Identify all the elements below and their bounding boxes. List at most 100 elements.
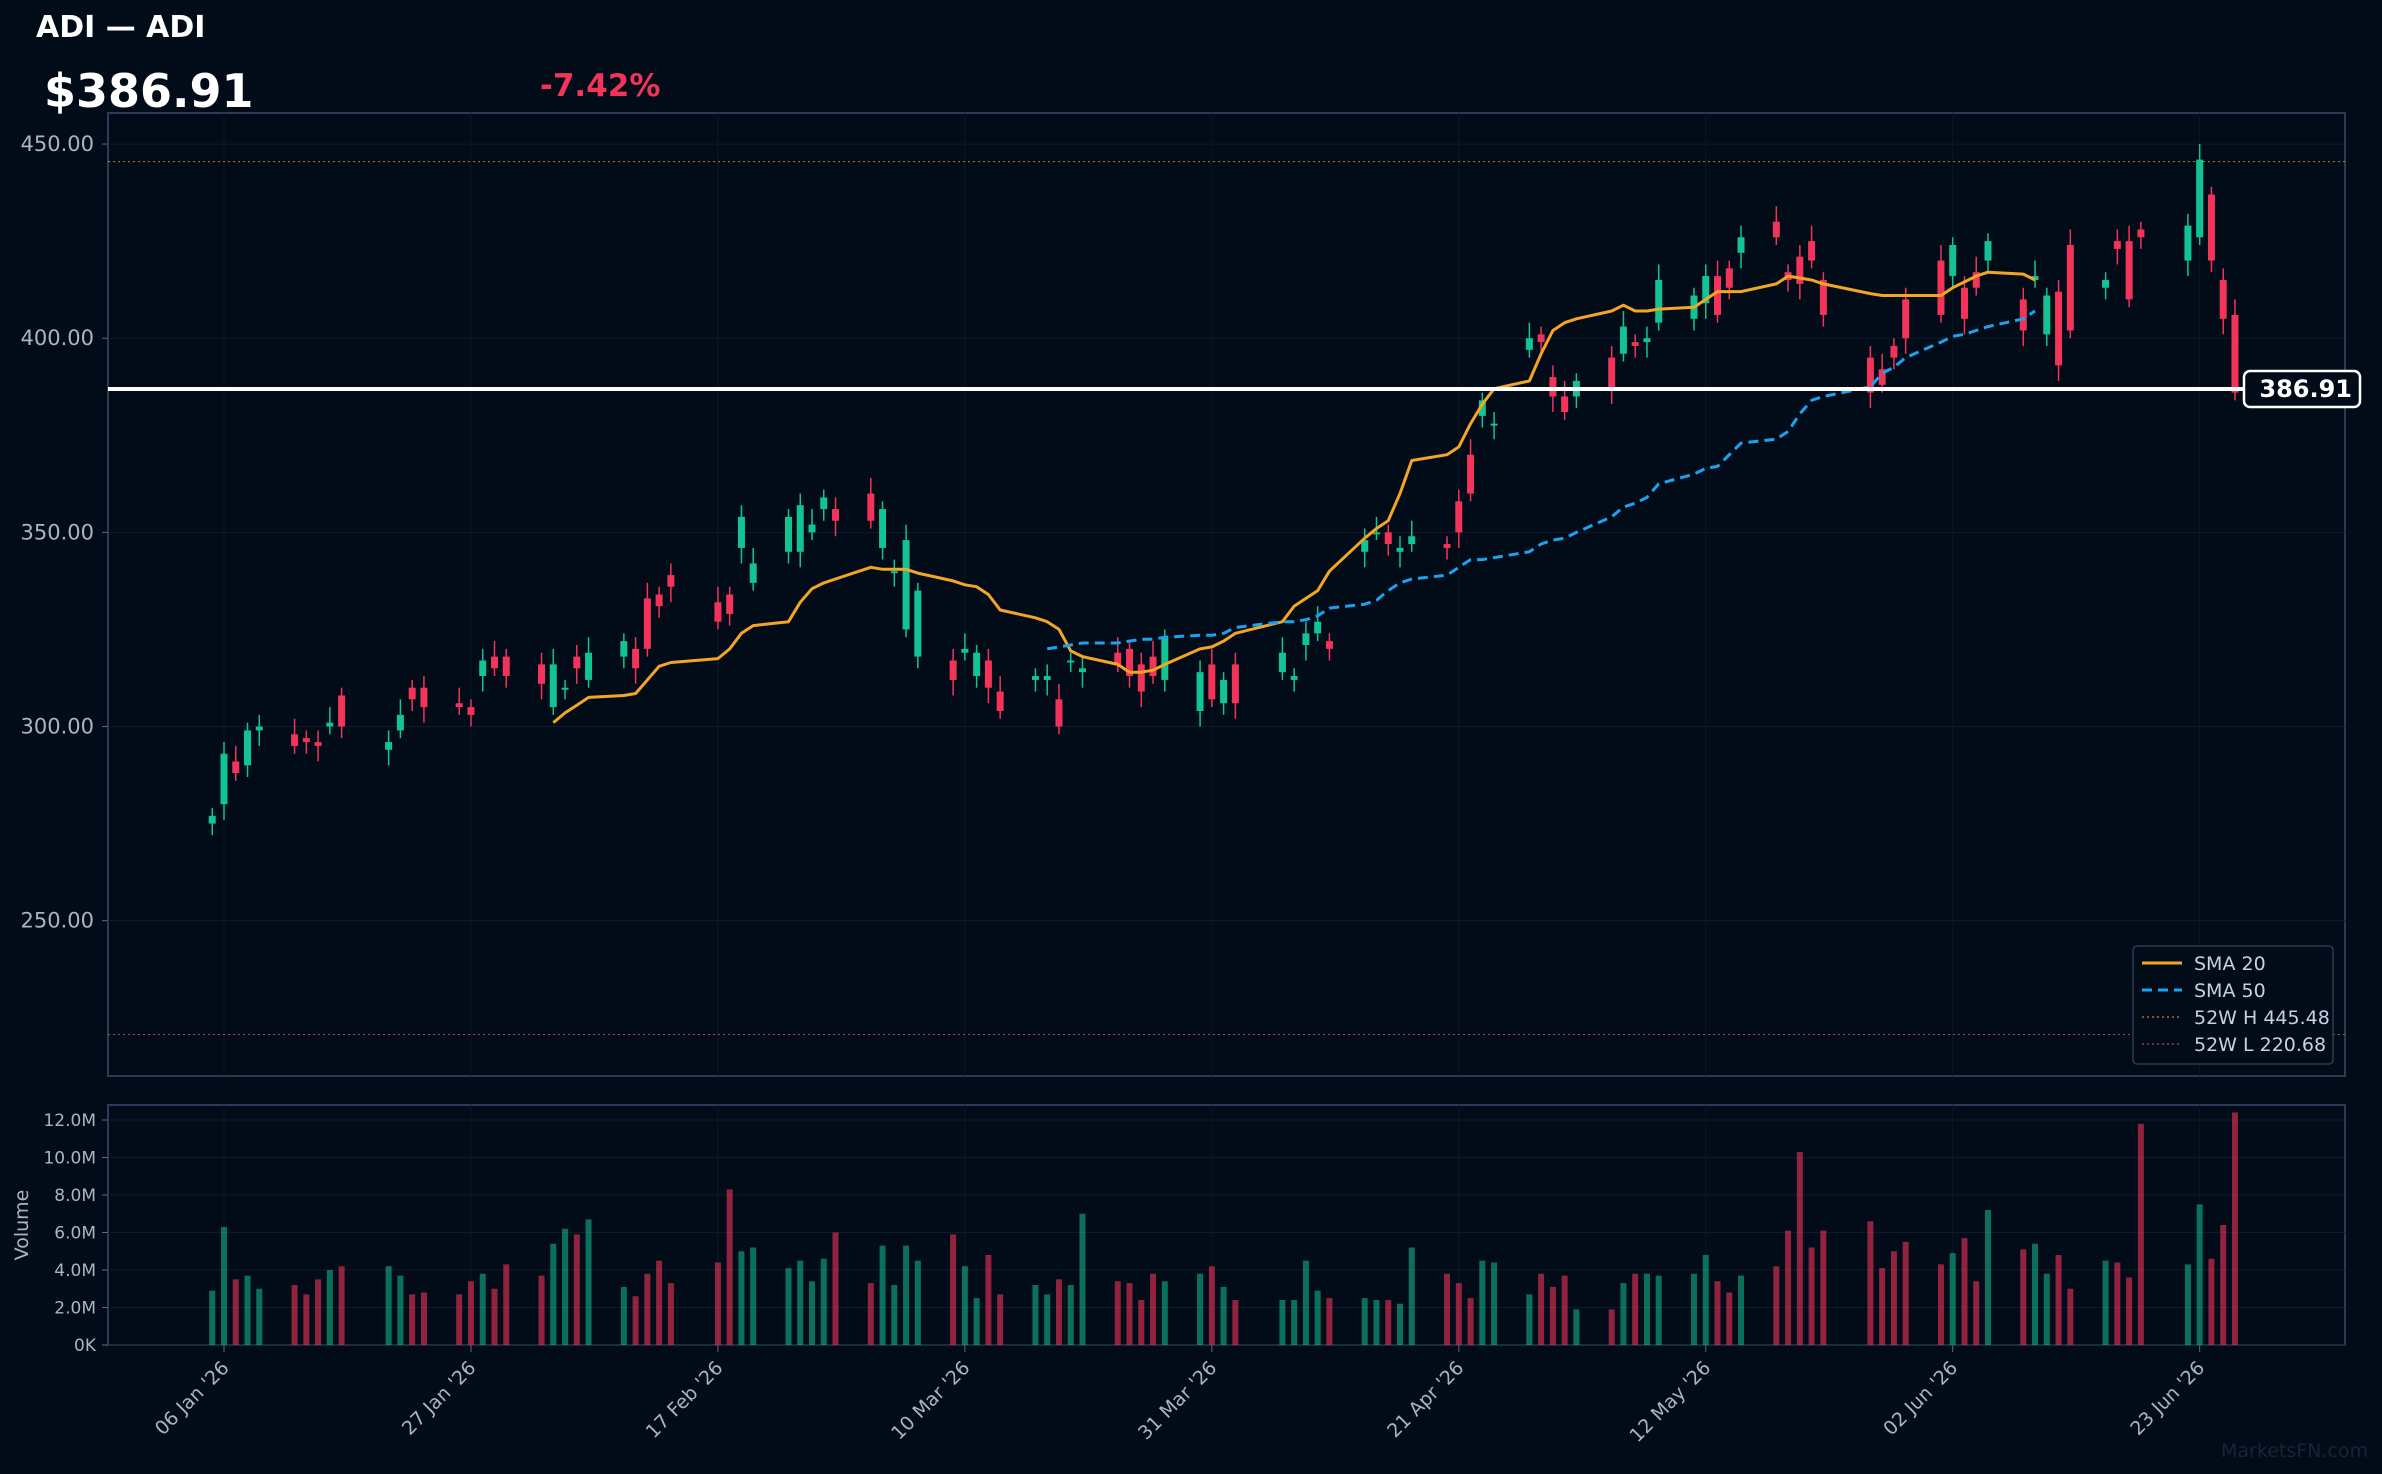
candle [1031, 668, 1039, 692]
price-tick-label: 400.00 [21, 326, 94, 350]
price-tick-label: 450.00 [21, 132, 94, 156]
candle-body [1384, 532, 1392, 545]
volume-bar [2220, 1225, 2227, 1345]
volume-tick-label: 4.0M [54, 1261, 96, 1281]
volume-bar [1867, 1221, 1874, 1345]
candle-body [1490, 423, 1498, 426]
candle [396, 699, 404, 739]
volume-bar [291, 1285, 298, 1345]
candle [1078, 656, 1086, 688]
candle-body [890, 571, 898, 574]
candle [2184, 213, 2192, 277]
candle-body [632, 648, 640, 669]
candle-body [396, 714, 404, 731]
candle-body [879, 509, 887, 548]
x-tick-label: 31 Mar '26 [1134, 1357, 1221, 1444]
volume-bar [961, 1266, 968, 1345]
volume-bar [338, 1266, 345, 1345]
candle [455, 687, 463, 715]
volume-bar [632, 1296, 639, 1345]
volume-bar [903, 1245, 910, 1345]
volume-bar [479, 1273, 486, 1345]
candle [1314, 606, 1322, 642]
candle [832, 497, 840, 537]
candle [949, 648, 957, 696]
volume-bar [1796, 1151, 1803, 1345]
candle [1161, 629, 1169, 692]
candle-body [1031, 676, 1039, 680]
candle [538, 652, 546, 700]
volume-bar [467, 1281, 474, 1345]
candle-body [1302, 633, 1310, 645]
candle [490, 641, 498, 677]
sma50-line [1046, 309, 2036, 651]
volume-bar [538, 1275, 545, 1345]
candle-body [1067, 660, 1075, 663]
candle [2102, 272, 2110, 300]
candle-body [2125, 241, 2133, 300]
candle [1408, 520, 1416, 552]
volume-bar [1373, 1300, 1380, 1345]
x-axis: 06 Jan '26 27 Jan '26 17 Feb '26 10 Mar '26… [151, 1345, 2209, 1447]
candle [808, 509, 816, 541]
volume-bar [2231, 1112, 2238, 1345]
candle [890, 559, 898, 587]
candle [502, 648, 510, 688]
volume-bar [221, 1226, 227, 1345]
volume-bar [2102, 1260, 2109, 1345]
volume-bar [1491, 1262, 1498, 1345]
watermark: MarketsFN.com [2221, 1440, 2368, 1462]
x-tick-label: 23 Jun '26 [2126, 1357, 2209, 1440]
volume-bar [2055, 1255, 2062, 1345]
candle-body [1149, 656, 1157, 677]
volume-bar [2114, 1262, 2121, 1345]
candle [1490, 411, 1498, 440]
candle-body [1725, 268, 1733, 288]
candle-body [1960, 287, 1968, 319]
candle-body [643, 598, 651, 649]
volume-bar [1573, 1309, 1580, 1345]
volume-bar [573, 1234, 580, 1345]
volume-bar [714, 1262, 721, 1345]
price-tick-label: 250.00 [21, 909, 94, 933]
volume-bar [1055, 1279, 1062, 1345]
price-gridlines [108, 113, 2345, 1076]
candle [996, 676, 1004, 719]
price-change-percent: -7.42% [540, 68, 661, 104]
candle-body [1525, 338, 1533, 350]
candle-body [1772, 221, 1780, 238]
x-tick-label: 10 Mar '26 [887, 1357, 974, 1444]
candle [1455, 489, 1463, 548]
candle [1325, 633, 1333, 661]
candle-body [573, 656, 581, 669]
candle [302, 730, 310, 754]
volume-tick-label: 12.0M [43, 1111, 96, 1131]
candle-body [1314, 621, 1322, 634]
volume-bar [1408, 1247, 1415, 1345]
candle [1643, 326, 1651, 358]
candle [1278, 637, 1286, 680]
price-tick-label: 300.00 [21, 715, 94, 739]
candle [749, 547, 757, 591]
candle-body [1325, 641, 1333, 649]
volume-bar [891, 1285, 898, 1345]
last-price-badge [2242, 369, 2362, 409]
candle-body [808, 524, 816, 533]
price-panel: 250.00 300.00 350.00 400.00 450.00 386.91 SM… [21, 112, 2362, 1077]
candle [1960, 276, 1968, 335]
x-tick-label: 12 May '26 [1626, 1357, 1716, 1447]
candle-body [1278, 652, 1286, 673]
candle [1126, 641, 1134, 688]
candle [1796, 245, 1804, 300]
candle-body [455, 703, 463, 708]
volume-bar [1561, 1275, 1568, 1345]
candle-body [714, 602, 722, 622]
candle-body [208, 815, 216, 824]
volume-bar [2137, 1123, 2144, 1345]
candle-body [1043, 676, 1051, 680]
volume-bar [1890, 1251, 1897, 1345]
volume-bar [456, 1294, 463, 1345]
volume-bar [1608, 1309, 1615, 1345]
volume-bar [1314, 1290, 1321, 1345]
candle-body [479, 660, 487, 677]
